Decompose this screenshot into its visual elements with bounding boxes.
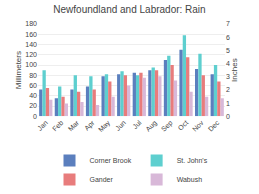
svg-text:Millimeters: Millimeters xyxy=(14,51,23,89)
svg-text:May: May xyxy=(97,119,112,134)
svg-text:60: 60 xyxy=(29,82,37,89)
svg-text:0: 0 xyxy=(226,113,230,120)
svg-text:80: 80 xyxy=(29,72,37,79)
svg-text:100: 100 xyxy=(25,61,37,68)
svg-text:Nov: Nov xyxy=(191,119,205,133)
svg-text:Oct: Oct xyxy=(177,119,190,132)
svg-text:Inches: Inches xyxy=(230,58,239,82)
svg-text:Mar: Mar xyxy=(67,119,81,133)
svg-text:6: 6 xyxy=(226,34,230,41)
svg-text:Apr: Apr xyxy=(83,119,97,133)
svg-text:4: 4 xyxy=(226,60,230,67)
svg-text:180: 180 xyxy=(25,20,37,27)
svg-text:Gander: Gander xyxy=(90,176,114,183)
svg-text:Dec: Dec xyxy=(207,119,221,133)
svg-text:5: 5 xyxy=(226,47,230,54)
svg-text:St. John's: St. John's xyxy=(177,157,208,164)
svg-text:20: 20 xyxy=(29,102,37,109)
svg-text:160: 160 xyxy=(25,31,37,38)
svg-text:Jan: Jan xyxy=(36,119,49,132)
svg-text:Corner Brook: Corner Brook xyxy=(90,157,132,164)
svg-text:40: 40 xyxy=(29,92,37,99)
svg-text:1: 1 xyxy=(226,100,230,107)
svg-text:Jul: Jul xyxy=(131,119,143,131)
svg-text:Feb: Feb xyxy=(51,119,65,133)
svg-text:0: 0 xyxy=(33,113,37,120)
svg-text:120: 120 xyxy=(25,51,37,58)
svg-text:Wabush: Wabush xyxy=(177,176,203,183)
svg-text:Sep: Sep xyxy=(160,119,175,134)
svg-text:140: 140 xyxy=(25,41,37,48)
svg-text:Newfoundland and Labrador: Rai: Newfoundland and Labrador: Rain xyxy=(53,4,205,15)
svg-text:Jun: Jun xyxy=(114,119,127,132)
svg-text:2: 2 xyxy=(226,86,230,93)
svg-text:Aug: Aug xyxy=(144,119,159,134)
svg-text:3: 3 xyxy=(226,73,230,80)
svg-text:7: 7 xyxy=(226,20,230,27)
